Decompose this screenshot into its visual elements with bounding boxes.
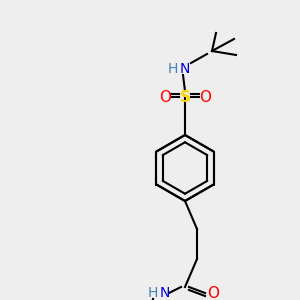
- Text: O: O: [159, 89, 171, 104]
- Text: O: O: [207, 286, 219, 300]
- Text: O: O: [199, 89, 211, 104]
- Text: N: N: [180, 62, 190, 76]
- Text: H: H: [148, 286, 158, 300]
- Text: S: S: [179, 89, 191, 104]
- Text: N: N: [160, 286, 170, 300]
- Text: H: H: [168, 62, 178, 76]
